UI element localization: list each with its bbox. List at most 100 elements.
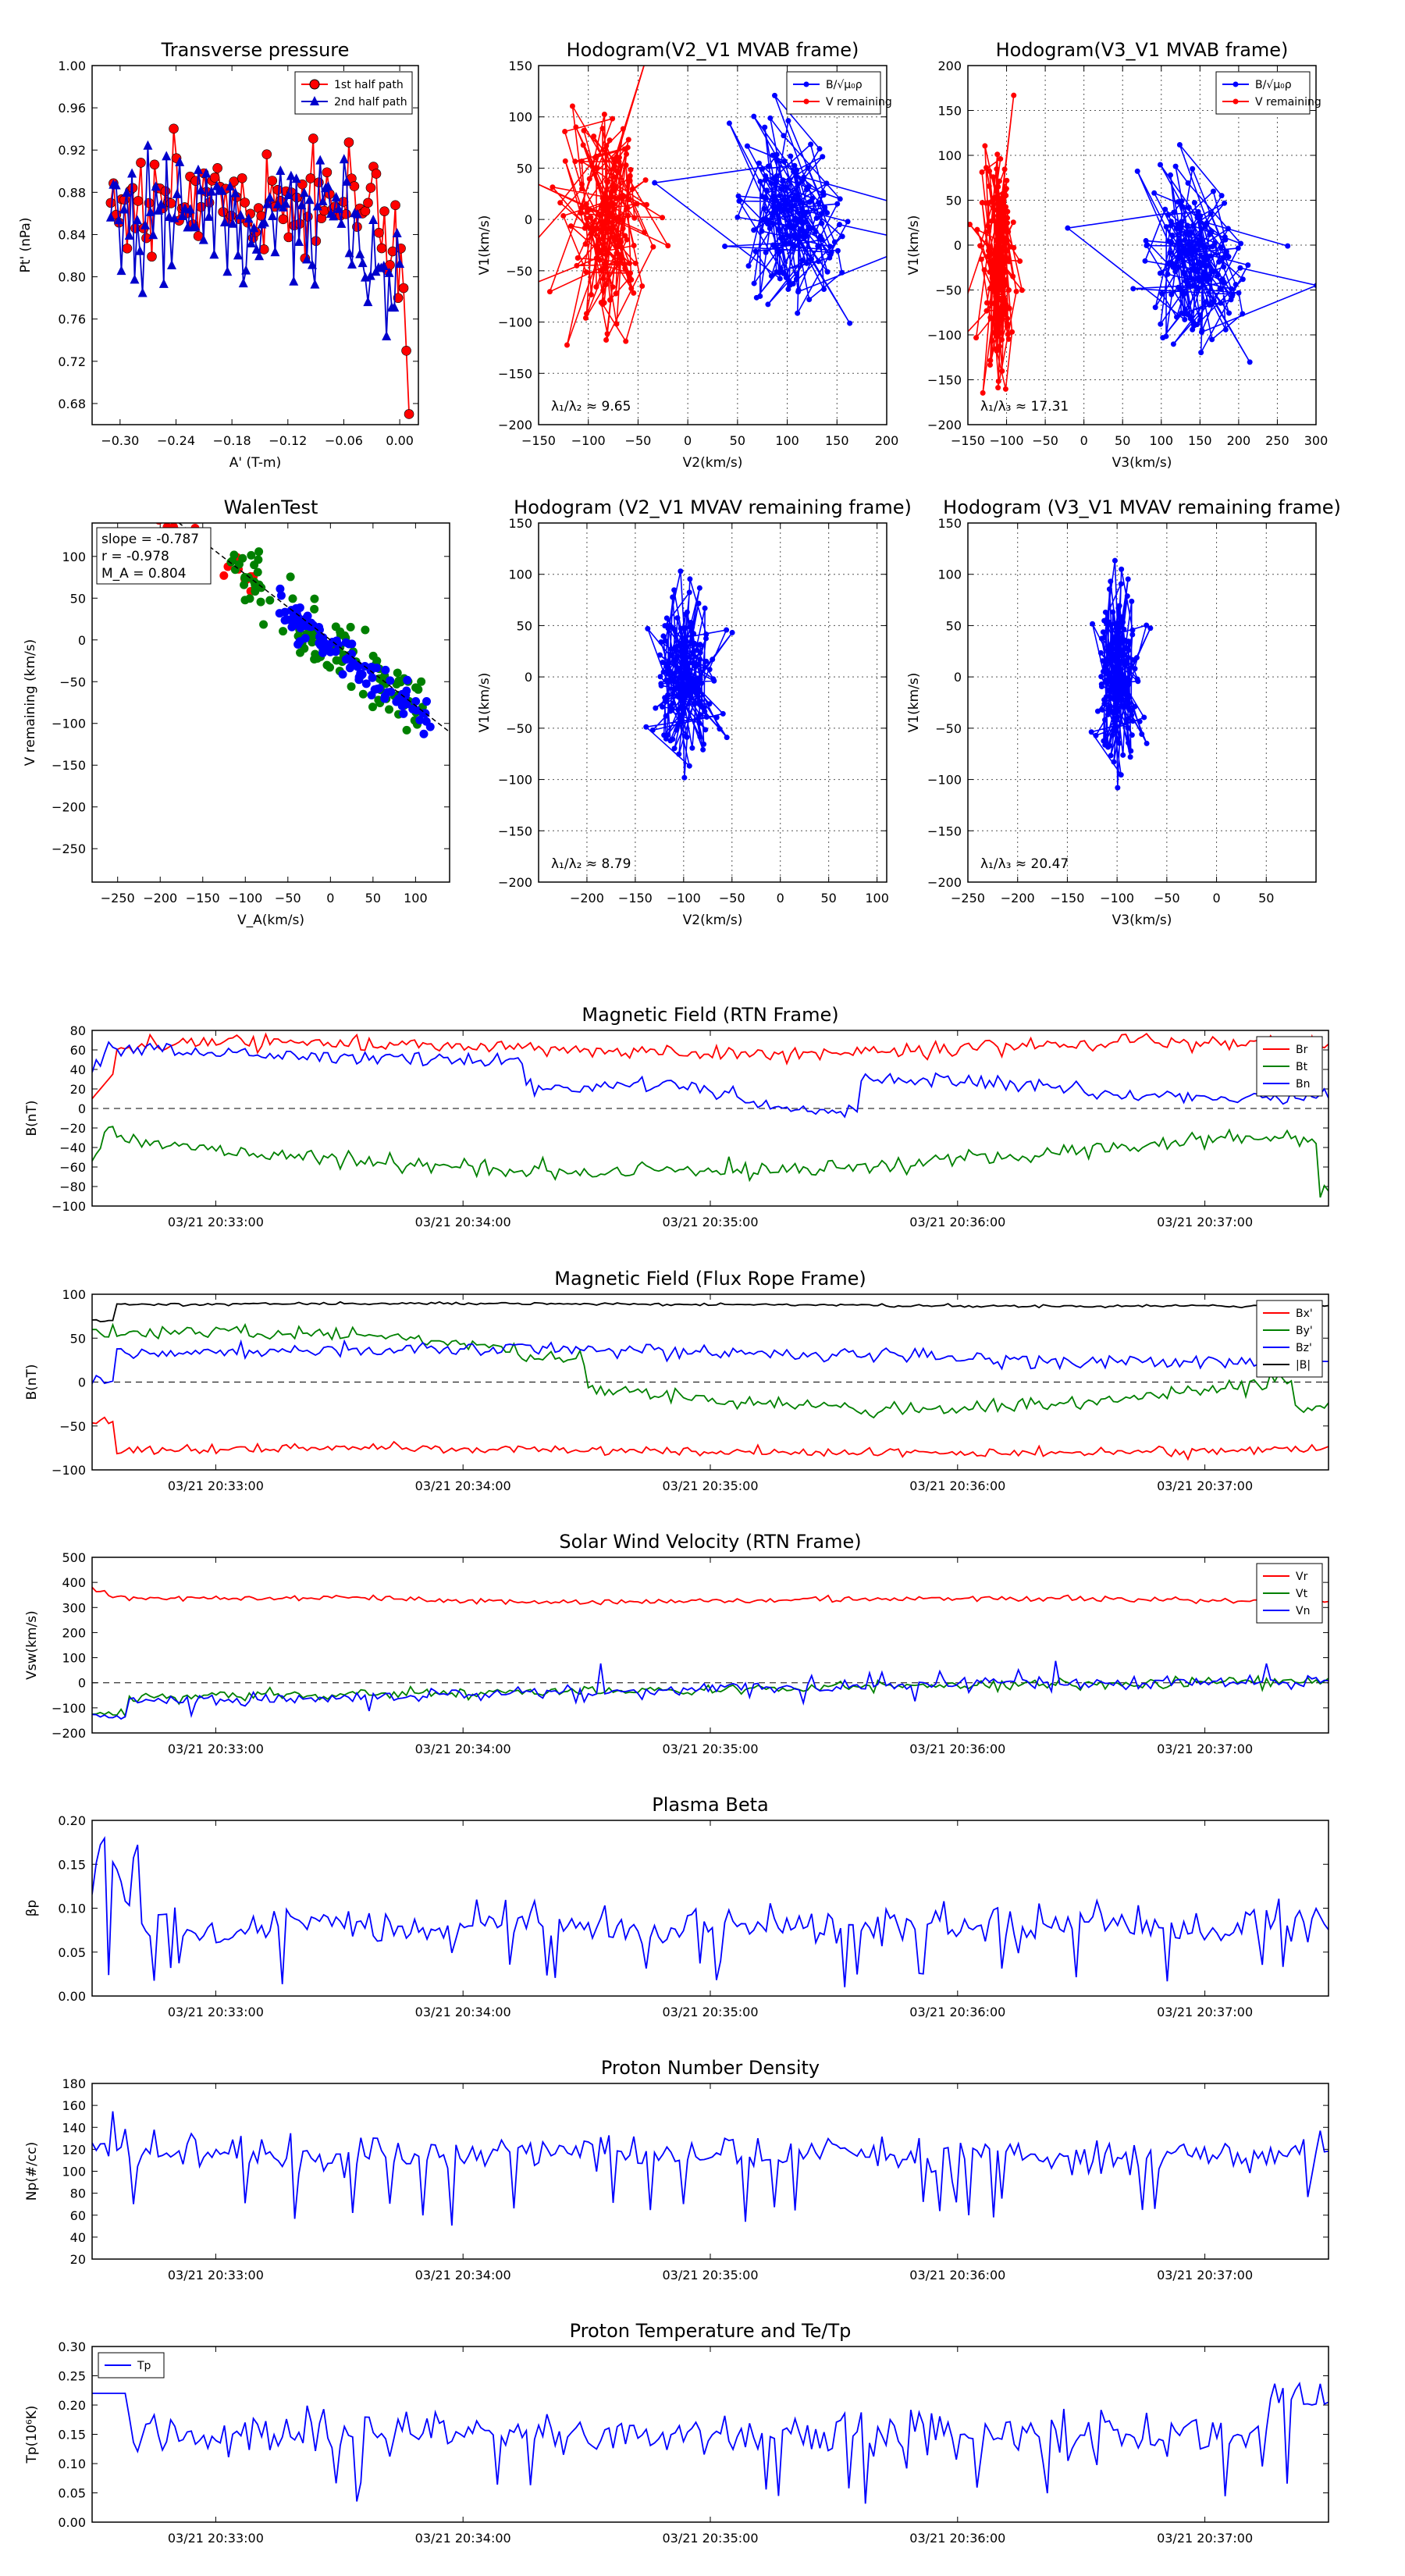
- data-point: [415, 716, 425, 725]
- data-point: [998, 229, 1004, 236]
- data-point: [837, 222, 843, 228]
- data-point: [254, 547, 264, 557]
- data-point: [1119, 614, 1125, 621]
- data-point: [589, 226, 596, 233]
- x-tick-label: −100: [667, 891, 701, 906]
- legend-label: Bz': [1296, 1342, 1312, 1354]
- data-point: [1226, 310, 1232, 316]
- y-tick-label: −150: [498, 824, 532, 838]
- x-tick-label: 03/21 20:37:00: [1157, 1742, 1253, 1756]
- data-point: [279, 627, 288, 636]
- data-point: [265, 192, 275, 202]
- legend-label: By': [1296, 1325, 1313, 1337]
- chart-vsw: Solar Wind Velocity (RTN Frame) Vsw(km/s)…: [24, 1531, 1329, 1756]
- y-tick-label: 100: [937, 148, 962, 163]
- data-point: [127, 168, 137, 178]
- data-point: [130, 490, 138, 499]
- data-point: [1019, 287, 1025, 294]
- data-point: [569, 103, 575, 109]
- data-point: [564, 342, 571, 348]
- data-point: [1191, 200, 1197, 206]
- data-point: [762, 124, 768, 130]
- data-point: [824, 210, 831, 216]
- data-point: [227, 557, 237, 566]
- data-point: [791, 162, 798, 169]
- data-point: [1003, 186, 1009, 192]
- data-point: [376, 243, 387, 254]
- data-point: [618, 255, 624, 262]
- data-point: [809, 256, 815, 262]
- data-point: [694, 647, 700, 653]
- data-point: [157, 514, 165, 522]
- data-point: [1134, 168, 1140, 174]
- data-point: [680, 680, 686, 686]
- series-line-2: [92, 1041, 1329, 1119]
- data-point: [1168, 291, 1175, 297]
- data-point: [1194, 240, 1200, 246]
- data-point: [288, 594, 297, 603]
- data-point: [1172, 269, 1179, 275]
- data-point: [352, 208, 362, 219]
- data-point: [593, 153, 599, 159]
- data-point: [1002, 386, 1008, 392]
- y-tick-label: 50: [517, 161, 532, 176]
- y-tick-label: −50: [59, 674, 86, 689]
- x-tick-label: 03/21 20:34:00: [415, 1215, 511, 1229]
- data-point: [582, 315, 589, 321]
- y-tick-label: 140: [62, 2120, 86, 2135]
- plot-area: [92, 2111, 1329, 2226]
- axes-frame: [91, 2083, 1329, 2260]
- data-point: [759, 228, 765, 234]
- data-point: [147, 507, 155, 515]
- data-point: [735, 214, 741, 220]
- data-point: [1225, 254, 1232, 260]
- data-point: [124, 472, 133, 481]
- legend: B/√μ₀ρ V remaining: [786, 71, 892, 115]
- y-tick-label: 160: [62, 2098, 86, 2113]
- data-point: [816, 258, 822, 265]
- data-point: [672, 671, 678, 677]
- data-point: [820, 189, 827, 195]
- data-point: [1126, 706, 1133, 713]
- data-point: [1165, 212, 1172, 218]
- data-point: [986, 183, 992, 189]
- data-point: [1183, 278, 1189, 284]
- data-point: [777, 186, 784, 192]
- data-point: [691, 631, 697, 637]
- data-point: [686, 589, 692, 596]
- data-point: [998, 329, 1004, 336]
- data-point: [1136, 718, 1143, 724]
- data-point: [813, 215, 820, 222]
- data-point: [981, 267, 987, 273]
- data-point: [283, 190, 293, 200]
- data-point: [1134, 676, 1140, 682]
- x-tick-label: 03/21 20:35:00: [662, 1215, 758, 1229]
- y-tick-label: −200: [498, 875, 532, 890]
- data-point: [562, 128, 568, 134]
- y-tick-label: 100: [508, 110, 532, 125]
- data-point: [1186, 250, 1192, 256]
- y-tick-label: −80: [59, 1179, 86, 1194]
- data-point: [839, 233, 845, 240]
- data-point: [887, 199, 893, 205]
- y-tick-label: 0.92: [58, 143, 86, 158]
- data-point: [777, 193, 783, 199]
- data-point: [724, 627, 730, 633]
- data-point: [396, 678, 405, 687]
- data-point: [358, 689, 368, 699]
- data-point: [322, 660, 332, 670]
- y-tick-label: 0.88: [58, 185, 86, 200]
- data-point: [167, 259, 177, 269]
- data-point: [1182, 316, 1188, 322]
- data-point: [999, 210, 1005, 216]
- data-point: [627, 177, 633, 183]
- data-point: [1190, 222, 1197, 229]
- data-point: [1103, 694, 1109, 700]
- data-point: [1207, 302, 1213, 308]
- data-point: [1218, 193, 1225, 199]
- legend-label: |B|: [1296, 1359, 1311, 1372]
- data-point: [994, 166, 1000, 173]
- data-point: [151, 495, 160, 503]
- data-point: [1208, 211, 1214, 217]
